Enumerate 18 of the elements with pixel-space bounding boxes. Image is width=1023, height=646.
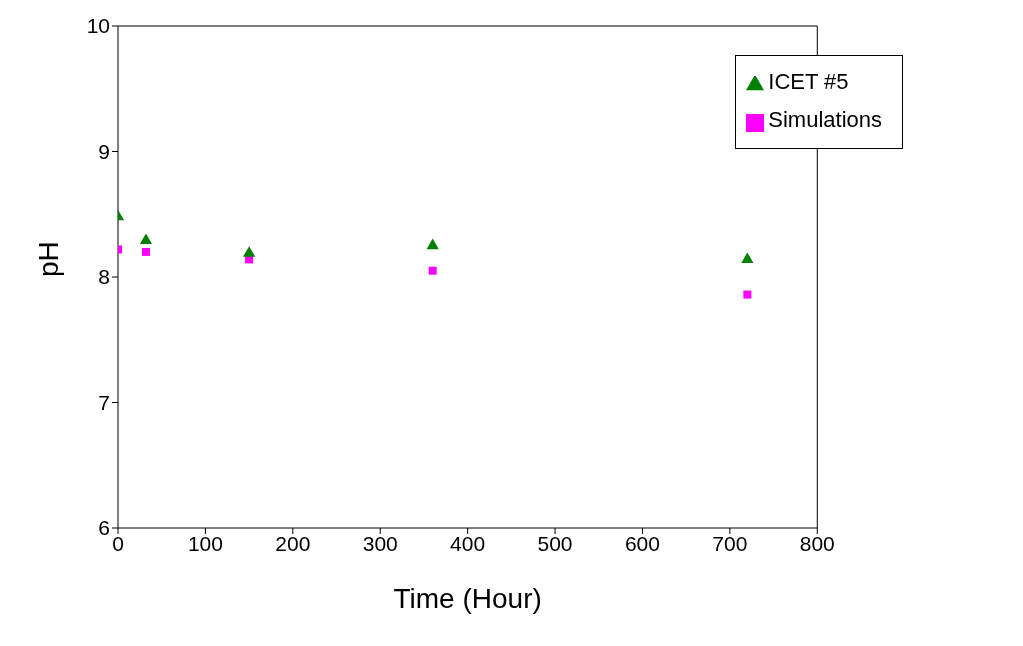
y-tick-label: 10 (86, 14, 110, 38)
x-tick-label: 700 (712, 531, 748, 555)
x-tick-label: 0 (112, 531, 124, 555)
x-tick-label: 500 (537, 531, 573, 555)
legend-label: ICET #5 (768, 69, 849, 94)
x-tick-label: 200 (275, 531, 311, 555)
x-tick-label: 800 (799, 531, 835, 555)
y-axis-title: pH (32, 241, 64, 277)
x-axis-title: Time (Hour) (393, 583, 542, 614)
x-tick-label: 400 (450, 531, 486, 555)
x-tick-label: 100 (187, 531, 223, 555)
x-tick-label: 300 (362, 531, 398, 555)
y-tick-label: 7 (98, 390, 110, 414)
x-tick-label: 600 (624, 531, 660, 555)
y-tick-label: 8 (98, 265, 110, 289)
y-tick-label: 9 (98, 139, 110, 163)
legend-label: Simulations (768, 107, 882, 132)
y-tick-label: 6 (98, 516, 110, 540)
